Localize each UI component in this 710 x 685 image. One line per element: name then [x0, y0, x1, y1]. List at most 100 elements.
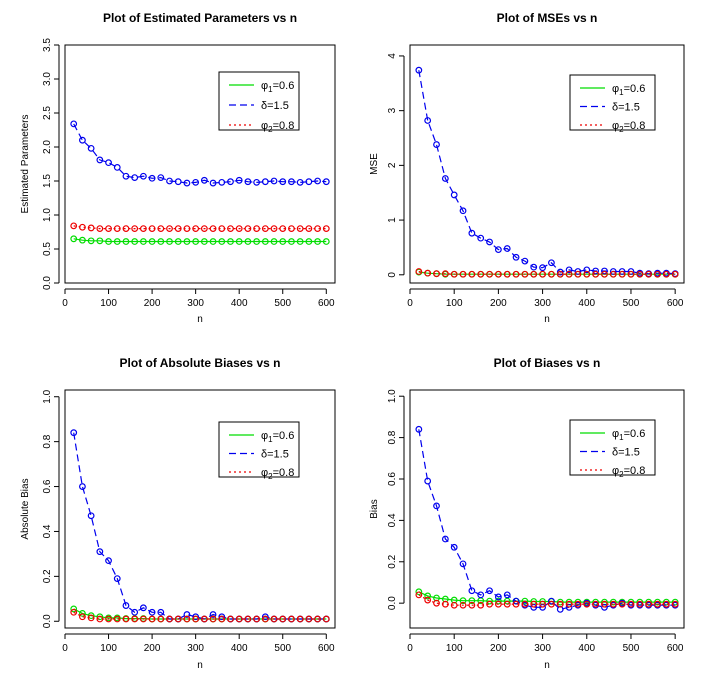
x-tick-label: 400: [578, 298, 595, 309]
data-point: [314, 238, 321, 245]
plot-panel-4: Plot of Biases vs n 0 100 200 300 400 500 600 0.…: [369, 356, 685, 671]
data-point: [244, 178, 252, 186]
data-point: [183, 611, 191, 618]
data-point: [70, 608, 78, 616]
legend-symbol: φ: [612, 120, 619, 132]
data-point: [459, 270, 467, 278]
data-point: [148, 238, 156, 245]
data-point: [166, 238, 173, 245]
legend-symbol: δ: [261, 449, 267, 461]
data-point: [87, 224, 95, 232]
legend-label: φ1=0.6: [261, 80, 294, 94]
data-point: [548, 600, 555, 608]
x-tick-label: 0: [407, 643, 413, 654]
series-3: [70, 222, 330, 233]
legend-value: =0.8: [624, 120, 646, 132]
data-point: [166, 225, 173, 233]
y-axis-title: Bias: [369, 499, 380, 518]
data-point: [122, 238, 130, 245]
legend-box: [569, 74, 656, 131]
data-point: [113, 615, 121, 623]
data-point: [565, 600, 573, 608]
data-point: [512, 253, 520, 261]
data-point: [459, 597, 467, 605]
data-point: [654, 600, 661, 608]
data-point: [477, 591, 485, 599]
data-point: [96, 615, 104, 623]
data-point: [503, 270, 511, 278]
x-tick-label: 200: [144, 298, 161, 309]
data-point: [148, 608, 156, 616]
data-point: [244, 238, 252, 245]
data-point: [314, 615, 321, 623]
series-line: [73, 225, 327, 230]
data-point: [627, 270, 635, 278]
data-point: [574, 270, 582, 278]
plot-frame: [64, 389, 336, 629]
data-point: [96, 613, 104, 621]
x-tick-label: 100: [100, 643, 117, 654]
data-point: [209, 615, 217, 623]
legend-symbol: φ: [261, 430, 268, 442]
data-point: [113, 163, 121, 171]
data-point: [139, 172, 147, 180]
data-point: [415, 66, 423, 74]
y-tick-label: 1: [387, 217, 398, 223]
data-point: [415, 591, 423, 599]
data-point: [209, 238, 217, 245]
data-point: [270, 225, 278, 233]
y-tick-label: 1.0: [387, 389, 398, 403]
data-point: [157, 615, 165, 623]
data-point: [671, 270, 679, 278]
data-point: [192, 225, 200, 233]
legend-value: =0.8: [273, 467, 295, 479]
legend-symbol: φ: [612, 428, 619, 440]
x-tick-label: 100: [446, 298, 463, 309]
y-tick-label: 3: [387, 107, 398, 113]
data-point: [296, 225, 304, 233]
plot-frame: [409, 44, 685, 284]
legend-subscript: 1: [268, 85, 273, 94]
y-tick-label: 2: [387, 162, 398, 168]
data-point: [227, 225, 234, 233]
data-point: [166, 177, 173, 185]
data-point: [113, 238, 121, 245]
data-point: [296, 178, 304, 186]
legend-label: δ=1.5: [612, 102, 640, 114]
legend-subscript: 1: [619, 433, 624, 442]
data-point: [512, 270, 520, 278]
series-line: [73, 238, 327, 243]
data-point: [539, 270, 546, 278]
data-point: [556, 600, 564, 608]
data-point: [70, 120, 78, 128]
data-point: [601, 603, 608, 611]
x-axis: 0 100 200 300 400 500 600: [62, 288, 335, 309]
legend-value: =1.5: [618, 447, 640, 459]
series-line: [73, 611, 327, 620]
data-point: [548, 270, 555, 278]
data-point: [450, 601, 458, 609]
data-point: [235, 615, 243, 623]
y-tick-label: 1.0: [42, 208, 53, 222]
data-point: [157, 225, 165, 233]
plot-frame: [64, 44, 336, 284]
data-point: [79, 223, 86, 231]
x-axis: 0 100 200 300 400 500 600: [407, 288, 684, 309]
x-tick-label: 200: [144, 643, 161, 654]
data-point: [322, 615, 330, 623]
plot-panel-3: Plot of Absolute Biases vs n 0 100 200 300 40…: [20, 356, 336, 671]
data-point: [556, 268, 564, 276]
data-point: [279, 225, 287, 233]
data-point: [148, 225, 156, 233]
data-point: [200, 225, 208, 233]
data-point: [503, 591, 511, 599]
x-tick-label: 600: [318, 298, 335, 309]
plot-panel-2: Plot of MSEs vs n 0 100 200 300 400 500 600 0 1 2 3…: [369, 11, 685, 325]
data-point: [592, 600, 600, 608]
data-point: [305, 178, 313, 186]
data-point: [87, 144, 95, 152]
x-axis-title: n: [544, 660, 550, 671]
legend-label: δ=1.5: [261, 100, 289, 112]
data-point: [530, 603, 538, 611]
